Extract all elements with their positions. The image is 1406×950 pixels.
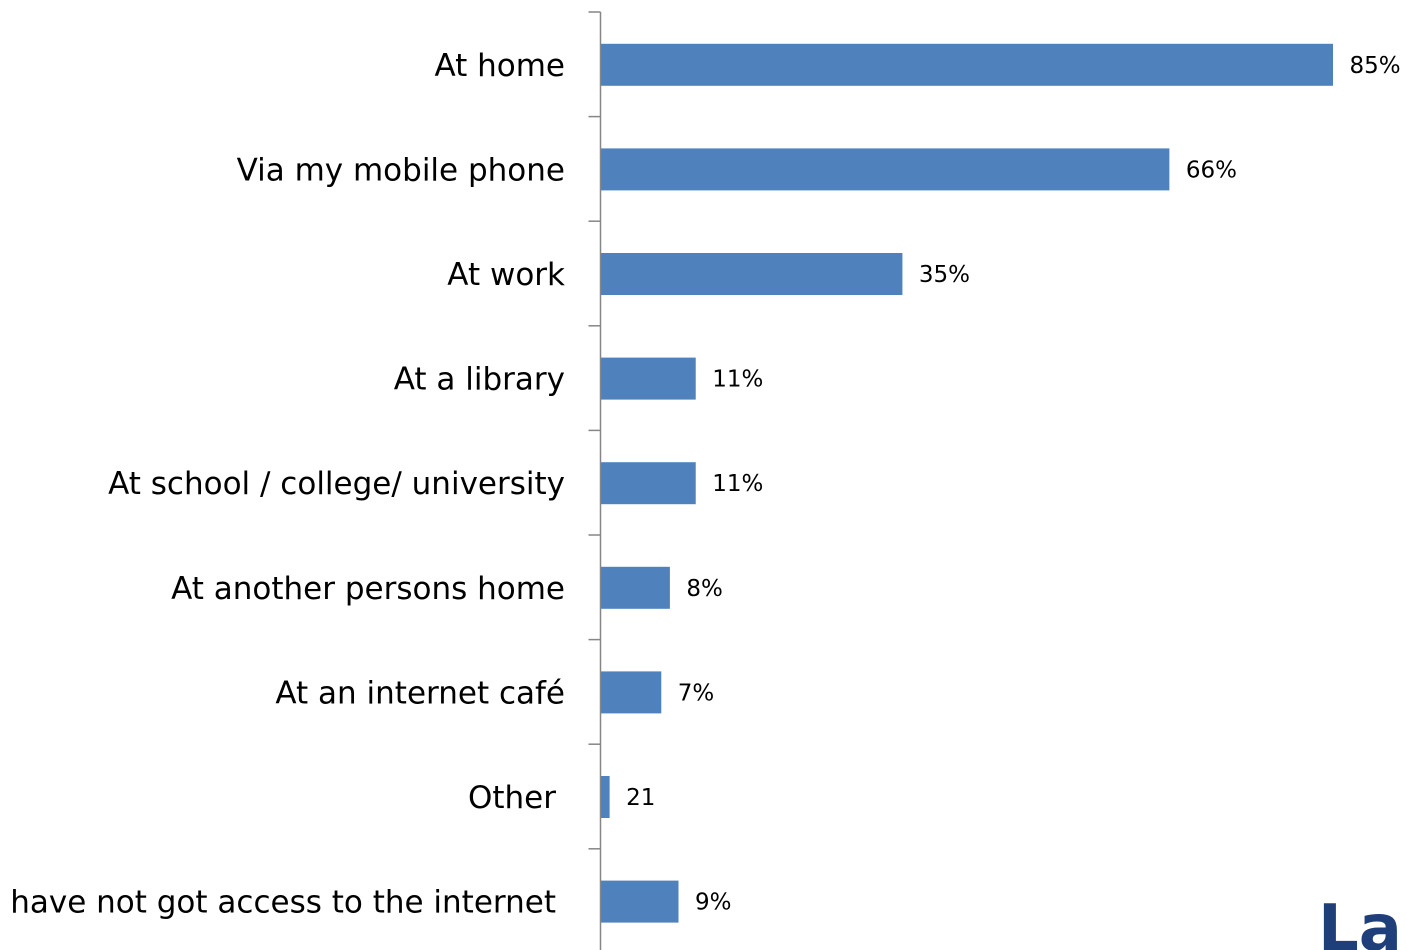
data-label: 66% [1186,157,1237,183]
bar [601,776,610,818]
bar [601,357,696,400]
data-label: 9% [695,890,732,916]
category-label: Other [468,780,556,816]
category-label: At work [447,257,565,293]
data-label: 7% [678,680,715,706]
data-label: 11% [712,367,763,393]
data-label: 11% [712,471,763,497]
category-label: At an internet café [275,675,565,711]
bar [601,148,1170,191]
bar [601,43,1333,86]
data-label: 21 [626,785,655,811]
bar [601,462,696,505]
category-label: At school / college/ university [108,466,565,502]
bar [601,880,679,923]
category-label: At a library [394,362,565,398]
data-label: 35% [919,262,970,288]
bar [601,253,903,295]
logo-fragment: Lar [1318,892,1406,950]
bar [601,566,670,609]
category-label: I have not got access to the internet [0,885,556,921]
category-label: At home [434,48,565,84]
data-label: 85% [1350,53,1401,79]
data-label: 8% [686,576,723,602]
category-labels: At home Via my mobile phone At work At a li… [0,48,565,921]
bars-group [601,43,1333,923]
category-label: At another persons home [171,571,565,607]
bar [601,671,662,714]
category-label: Via my mobile phone [237,152,565,188]
data-labels: 85% 66% 35% 11% 11% 8% 7% 21 9% [626,53,1401,916]
category-axis [588,11,602,950]
